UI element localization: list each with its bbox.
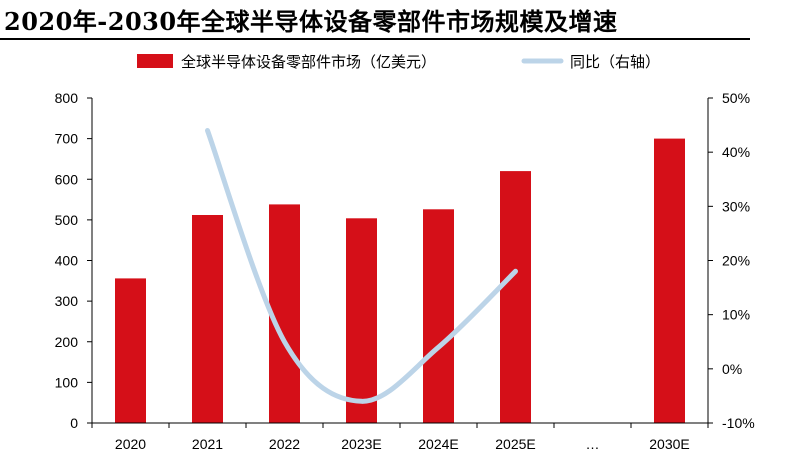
left-tick-label: 800 <box>55 90 79 106</box>
right-tick-label: -10% <box>722 415 755 431</box>
axes: 0 100 200 300 400 500 600 700 800 -10% 0% 10% 20% 30%… <box>55 90 755 452</box>
chart-title: 2020年-2030年全球半导体设备零部件市场规模及增速 <box>4 7 618 36</box>
left-tick-label: 300 <box>55 293 79 309</box>
right-tick-label: 40% <box>722 144 750 160</box>
bar-series <box>115 138 685 424</box>
bar-2022 <box>269 204 300 423</box>
x-tick-label: … <box>586 436 600 452</box>
legend-bar-swatch <box>137 54 173 68</box>
left-tick-label: 200 <box>55 334 79 350</box>
right-tick-label: 30% <box>722 198 750 214</box>
bar-2020 <box>115 278 146 423</box>
left-tick-label: 0 <box>70 415 78 431</box>
x-tick-label: 2020 <box>115 436 146 452</box>
legend-line-label: 同比（右轴） <box>570 53 660 71</box>
right-tick-label: 0% <box>722 361 742 377</box>
left-tick-label: 500 <box>55 212 79 228</box>
right-tick-label: 20% <box>722 253 750 269</box>
title-underline <box>0 38 750 40</box>
x-tick-label: 2025E <box>495 436 535 452</box>
right-tick-label: 10% <box>722 307 750 323</box>
x-tick-label: 2024E <box>418 436 458 452</box>
bar-2021 <box>192 215 223 423</box>
bar-2024E <box>423 209 454 423</box>
line-series <box>205 128 518 404</box>
left-tick-label: 100 <box>55 374 79 390</box>
x-tick-label: 2021 <box>192 436 223 452</box>
legend: 全球半导体设备零部件市场（亿美元） 同比（右轴） <box>137 53 660 71</box>
bar-2030E <box>654 138 685 423</box>
bar-2025E <box>500 171 531 423</box>
bar-2023E <box>346 218 377 424</box>
growth-line <box>205 128 518 404</box>
left-tick-label: 400 <box>55 253 79 269</box>
x-tick-label: 2030E <box>649 436 689 452</box>
legend-bar-label: 全球半导体设备零部件市场（亿美元） <box>181 53 436 71</box>
left-tick-label: 600 <box>55 171 79 187</box>
x-tick-label: 2022 <box>269 436 300 452</box>
left-tick-label: 700 <box>55 131 79 147</box>
right-tick-label: 50% <box>722 90 750 106</box>
x-tick-label: 2023E <box>341 436 381 452</box>
